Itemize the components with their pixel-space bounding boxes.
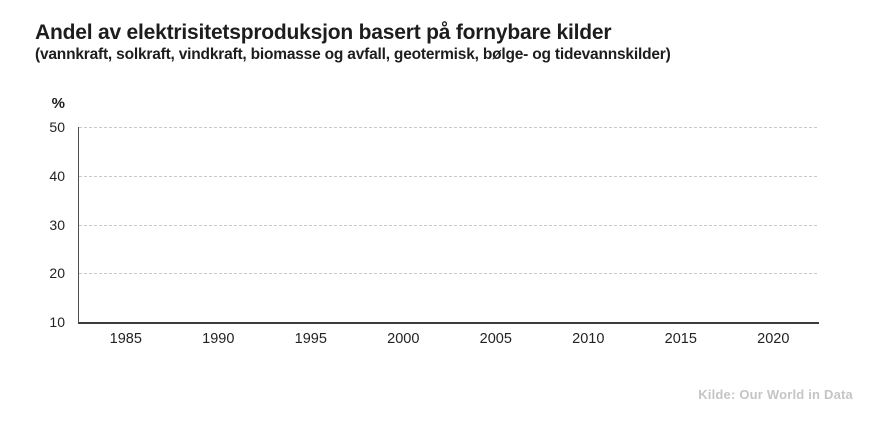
y-tick-label: 30 — [49, 216, 65, 233]
x-tick-label: 2010 — [572, 331, 605, 347]
y-tick-label: 40 — [49, 167, 65, 184]
y-gridline — [79, 127, 819, 128]
y-tick-label: 20 — [49, 265, 65, 282]
chart-subtitle: (vannkraft, solkraft, vindkraft, biomass… — [35, 46, 671, 63]
x-tick-label: 1990 — [202, 331, 235, 347]
x-tick-label: 2000 — [387, 331, 420, 347]
plot-area — [78, 127, 819, 324]
x-tick-label: 1985 — [109, 331, 142, 347]
chart-header: Andel av elektrisitetsproduksjon basert … — [35, 20, 855, 64]
chart-title: Andel av elektrisitetsproduksjon basert … — [35, 21, 612, 44]
y-tick-label: 50 — [49, 119, 65, 135]
y-tick-label: 10 — [49, 314, 65, 330]
y-gridline — [79, 224, 819, 226]
x-tick-label: 2015 — [664, 331, 697, 347]
source-credit: Kilde: Our World in Data — [698, 387, 853, 402]
x-tick-label: 2020 — [757, 331, 790, 347]
y-gridline — [79, 175, 819, 177]
x-tick-label: 2005 — [479, 331, 512, 347]
y-axis-unit-label: % — [51, 95, 65, 112]
x-tick-label: 1995 — [294, 331, 327, 347]
y-gridline — [79, 273, 819, 275]
